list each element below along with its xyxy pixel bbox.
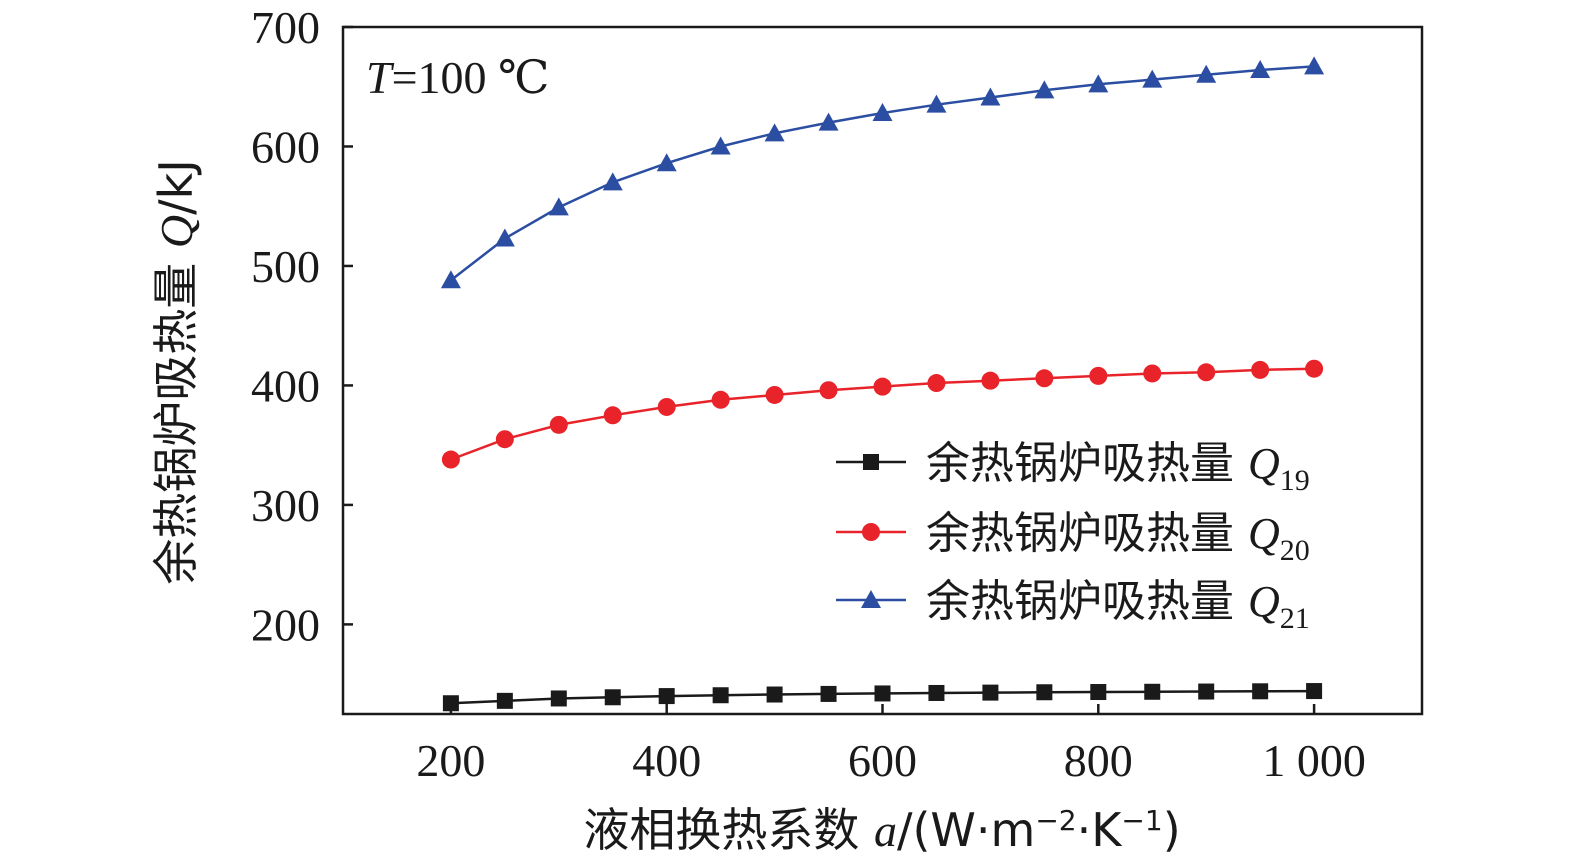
series-19	[442, 683, 1323, 712]
data-point	[1198, 683, 1215, 700]
data-point	[711, 390, 730, 409]
series-20	[441, 359, 1324, 469]
y-tick-label: 300	[251, 480, 320, 531]
data-point	[602, 172, 623, 191]
data-point	[548, 197, 569, 216]
data-point	[442, 695, 459, 712]
data-point	[872, 103, 893, 122]
legend-marker	[863, 454, 879, 470]
data-point	[874, 685, 891, 702]
y-tick-label: 700	[251, 2, 320, 53]
data-point	[1142, 69, 1163, 88]
x-tick-label: 200	[416, 735, 485, 786]
y-axis-title: 余热锅炉吸热量 Q/kJ	[149, 159, 203, 585]
legend-marker	[861, 590, 881, 608]
data-point	[604, 689, 621, 706]
data-point	[1304, 56, 1325, 75]
data-point	[980, 87, 1001, 106]
data-point	[766, 686, 783, 703]
data-point	[981, 371, 1000, 390]
y-axis-ticks: 200 300 400 500 600 700	[251, 2, 353, 650]
data-point	[1090, 684, 1107, 701]
data-point	[656, 153, 677, 172]
data-point	[496, 692, 513, 709]
legend-label: 余热锅炉吸热量 Q20	[926, 508, 1310, 567]
data-point	[1197, 363, 1216, 382]
x-axis-ticks: 200 400 600 800 1 000	[416, 704, 1366, 786]
data-point	[1036, 684, 1053, 701]
data-point	[603, 406, 622, 425]
series-layer	[440, 56, 1325, 712]
x-axis-title: 液相换热系数 a/(W·m−2·K−1)	[583, 803, 1180, 857]
data-point	[441, 450, 460, 469]
data-point	[1143, 364, 1162, 383]
legend-label: 余热锅炉吸热量 Q19	[926, 438, 1310, 497]
data-point	[1252, 683, 1269, 700]
data-point	[927, 374, 946, 393]
legend-item-19: 余热锅炉吸热量 Q19	[836, 438, 1310, 497]
data-point	[1250, 60, 1271, 79]
y-tick-label: 200	[251, 599, 320, 650]
data-point	[710, 136, 731, 155]
x-tick-label: 600	[848, 735, 917, 786]
data-point	[657, 397, 676, 416]
legend-label: 余热锅炉吸热量 Q21	[926, 576, 1310, 635]
series-21	[440, 56, 1325, 289]
data-point	[712, 687, 729, 704]
data-point	[658, 688, 675, 705]
data-point	[550, 690, 567, 707]
data-point	[1035, 369, 1054, 388]
data-point	[549, 415, 568, 434]
data-point	[1305, 359, 1324, 378]
data-point	[982, 684, 999, 701]
data-point	[494, 228, 515, 247]
data-point	[1306, 683, 1323, 700]
y-tick-label: 500	[251, 241, 320, 292]
data-point	[926, 94, 947, 113]
data-point	[1144, 683, 1161, 700]
y-tick-label: 400	[251, 360, 320, 411]
data-point	[1251, 360, 1270, 379]
x-tick-label: 1 000	[1262, 735, 1366, 786]
legend: 余热锅炉吸热量 Q19 余热锅炉吸热量 Q20 余热锅炉吸热量 Q21	[836, 438, 1310, 635]
legend-item-21: 余热锅炉吸热量 Q21	[836, 576, 1310, 635]
data-point	[765, 385, 784, 404]
data-point	[1034, 80, 1055, 99]
data-point	[819, 381, 838, 400]
legend-item-20: 余热锅炉吸热量 Q20	[836, 508, 1310, 567]
data-point	[1088, 74, 1109, 93]
data-point	[440, 270, 461, 289]
y-tick-label: 600	[251, 121, 320, 172]
data-point	[1196, 64, 1217, 83]
data-point	[928, 684, 945, 701]
x-tick-label: 800	[1064, 735, 1133, 786]
data-point	[495, 430, 514, 449]
data-point	[820, 685, 837, 702]
temperature-annotation: T=100 ℃	[366, 52, 550, 103]
data-point	[873, 377, 892, 396]
x-tick-label: 400	[632, 735, 701, 786]
legend-marker	[862, 523, 880, 541]
data-point	[764, 123, 785, 142]
data-point	[1089, 366, 1108, 385]
data-point	[818, 112, 839, 131]
series-line	[450, 65, 1315, 282]
